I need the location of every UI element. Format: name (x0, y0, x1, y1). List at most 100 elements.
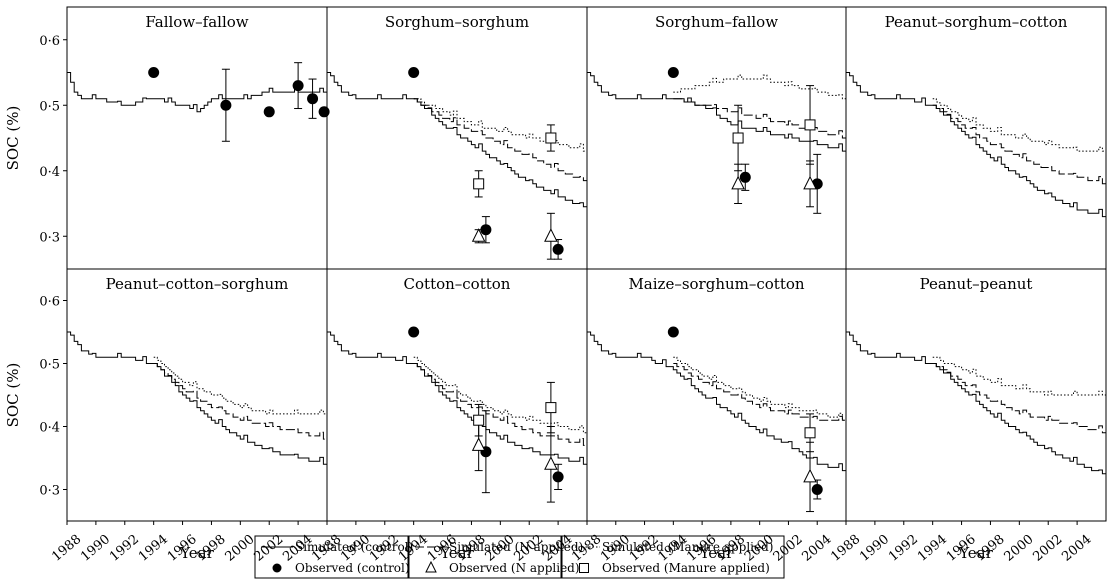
series-line-simulated-control (67, 72, 327, 113)
series-line-simulated-control (587, 331, 846, 472)
panel-title: Maize–sorghum–cotton (628, 275, 804, 293)
panel-8: Peanut–peanut198819901992199419961998200… (828, 268, 1107, 565)
observed-control-point (667, 326, 679, 338)
panel-5: Peanut–cotton–sorghum1988199019921994199… (4, 268, 328, 565)
panel-3: Sorghum–fallow (586, 6, 847, 270)
x-tick-label: 1992 (886, 532, 921, 565)
series-line-simulated-manure-applied (413, 356, 587, 434)
series-line-simulated-n-applied (153, 363, 327, 440)
observed-control-point (148, 67, 160, 78)
x-axis-label: Year (958, 544, 993, 562)
observed-control-point (552, 471, 564, 483)
x-axis-label: Year (699, 544, 734, 562)
x-tick-label: 2002 (1030, 532, 1065, 565)
x-tick-label: 2002 (251, 532, 286, 565)
observed-manure-point (732, 132, 744, 144)
legend-label: Observed (control) (295, 561, 410, 575)
series-line-simulated-control (846, 72, 1106, 218)
series-line-simulated-manure-applied (413, 98, 587, 152)
series-line-simulated-manure-applied (932, 98, 1106, 152)
x-tick-label: 1994 (915, 532, 950, 565)
x-tick-label: 2000 (1002, 532, 1037, 565)
y-tick-label: 0·6 (39, 295, 60, 310)
series-line-simulated-control (327, 331, 587, 465)
panel-title: Peanut–peanut (920, 275, 1033, 293)
x-tick-label: 2004 (1059, 532, 1094, 565)
observed-manure-point (804, 427, 816, 439)
panel-6: Cotton–cotton198819901992199419961998200… (309, 268, 588, 565)
observed-manure-point (804, 119, 816, 131)
observed-control-point (220, 99, 232, 111)
observed-n-applied-point (544, 228, 558, 242)
observed-control-point (552, 243, 564, 255)
legend-label: Simulated (control) (295, 540, 413, 554)
series-line-simulated-n-applied (932, 363, 1106, 434)
legend-swatch-triangle (425, 560, 437, 573)
observed-n-applied-point (471, 437, 486, 451)
y-tick-label: 0·6 (39, 34, 60, 49)
panel-title: Sorghum–fallow (655, 13, 778, 31)
x-axis-label: Year (179, 544, 214, 562)
observed-control-point (318, 106, 330, 118)
observed-n-applied-point (731, 175, 745, 190)
y-tick-label: 0·3 (39, 484, 60, 499)
x-tick-label: 1990 (78, 532, 113, 565)
panel-title: Peanut–sorghum–cotton (885, 13, 1068, 31)
panel-title: Fallow–fallow (145, 13, 248, 31)
x-axis-label: Year (439, 544, 474, 562)
y-axis-label: SOC (%) (4, 106, 22, 171)
legend-label: Observed (N applied) (449, 561, 580, 575)
series-line-simulated-n-applied (673, 363, 846, 421)
series-line-simulated-control (846, 331, 1107, 477)
legend-swatch-circle (272, 563, 282, 573)
legend-label: Simulated (N applied) (449, 540, 583, 554)
panel-title: Cotton–cotton (404, 275, 511, 293)
y-axis-label: SOC (%) (4, 363, 22, 428)
observed-n-applied-point (471, 228, 486, 242)
legend-swatch-square (579, 563, 589, 573)
series-line-simulated-control (67, 331, 327, 465)
legend-box (408, 535, 562, 579)
panel-2: Sorghum–sorghum (326, 6, 588, 270)
series-line-simulated-manure-applied (153, 356, 327, 415)
panel-4: Peanut–sorghum–cotton (845, 6, 1107, 270)
panel-7: Maize–sorghum–cotton19881990199219941996… (569, 268, 847, 565)
series-line-simulated-manure-applied (673, 74, 846, 100)
x-tick-label: 1992 (107, 532, 142, 565)
observed-control-point (263, 106, 275, 118)
series-line-simulated-n-applied (413, 363, 587, 446)
observed-manure-point (545, 402, 557, 414)
legend-box (254, 535, 409, 579)
observed-control-point (811, 484, 823, 495)
x-tick-label: 2004 (799, 532, 834, 565)
legend-label: Simulated (Manure applied) (602, 540, 773, 554)
x-tick-label: 2002 (771, 532, 806, 565)
observed-manure-point (545, 132, 557, 144)
y-tick-label: 0·5 (39, 358, 60, 373)
observed-n-applied-point (803, 175, 817, 190)
panel-title: Sorghum–sorghum (385, 13, 529, 31)
observed-n-applied-point (544, 456, 558, 470)
x-tick-label: 1990 (857, 532, 892, 565)
observed-manure-point (473, 414, 485, 426)
panel-title: Peanut–cotton–sorghum (106, 275, 289, 293)
panel-frame (586, 6, 847, 270)
series-line-simulated-n-applied (932, 104, 1106, 185)
observed-n-applied-point (803, 468, 817, 483)
observed-manure-point (473, 178, 485, 190)
observed-control-point (739, 171, 751, 183)
observed-control-point (408, 326, 420, 338)
series-line-simulated-n-applied (413, 98, 588, 184)
legend-label: Observed (Manure applied) (602, 561, 770, 575)
observed-control-point (667, 67, 679, 78)
y-tick-label: 0·5 (39, 99, 60, 114)
observed-control-point (408, 67, 420, 78)
y-tick-label: 0·4 (39, 421, 60, 436)
series-line-simulated-manure-applied (673, 356, 846, 421)
legend: Simulated (control) Observed (control) Sim… (254, 535, 785, 579)
legend-box (561, 535, 785, 579)
y-tick-label: 0·3 (39, 230, 60, 245)
observed-control-point (307, 93, 319, 105)
observed-control-point (480, 224, 492, 236)
